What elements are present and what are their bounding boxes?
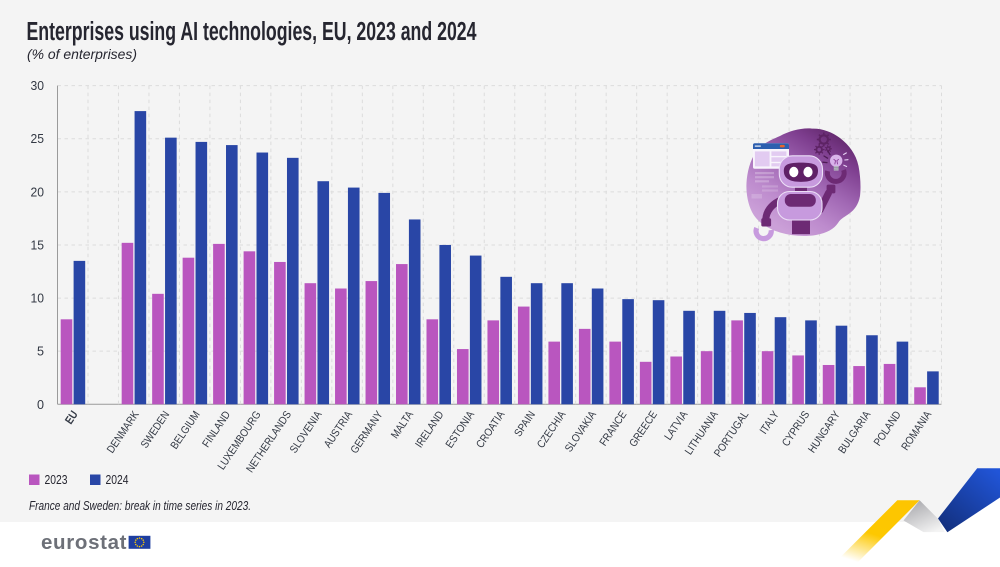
svg-text:30: 30	[31, 79, 45, 93]
svg-text:(% of enterprises): (% of enterprises)	[27, 47, 137, 62]
svg-text:20: 20	[31, 185, 45, 199]
svg-text:0: 0	[37, 398, 44, 412]
svg-text:France and Sweden: break in ti: France and Sweden: break in time series …	[29, 499, 251, 513]
svg-text:eurostat: eurostat	[41, 531, 127, 554]
svg-text:15: 15	[31, 238, 45, 252]
svg-text:25: 25	[31, 132, 45, 146]
svg-text:2023: 2023	[45, 472, 68, 487]
svg-text:2024: 2024	[106, 472, 129, 487]
svg-text:10: 10	[31, 292, 45, 306]
svg-text:Enterprises using AI technolog: Enterprises using AI technologies, EU, 2…	[27, 18, 478, 46]
svg-text:5: 5	[37, 345, 44, 359]
